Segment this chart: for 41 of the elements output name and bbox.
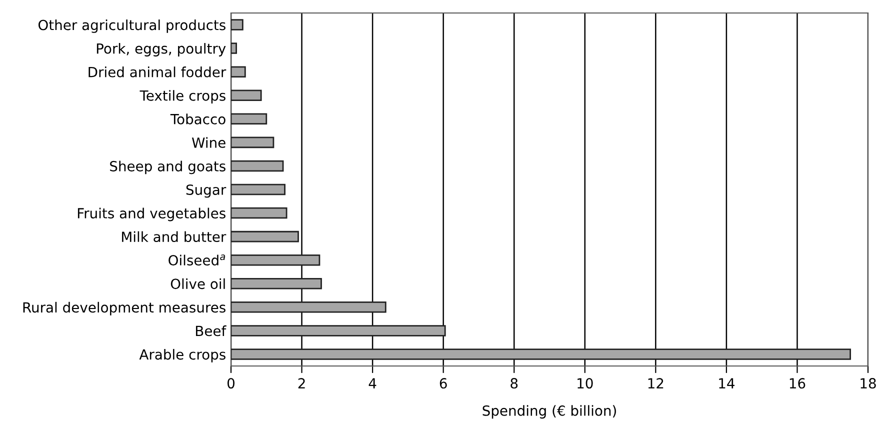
bar [231,302,386,313]
x-tick-label: 8 [510,378,518,389]
bar [231,184,286,196]
x-tick-label: 16 [790,378,806,389]
y-tick-label: Olive oil [170,278,225,290]
y-tick-label: Beef [196,325,226,336]
bar [231,207,288,219]
y-tick-label: Textile crops [140,90,226,104]
bar [231,42,238,54]
bar [231,325,446,336]
bar [231,160,284,172]
bar [231,278,322,290]
y-tick-label: Fruits and vegetables [78,208,226,222]
bar [231,66,246,78]
x-tick-label: 2 [298,378,305,388]
y-tick-label: Sheep and goats [110,160,226,174]
x-tick-label: 4 [368,378,376,388]
y-tick-label: Oilseed$^{a}$ [168,254,226,266]
x-tick-label: 10 [578,378,593,389]
bar [231,90,262,102]
x-tick-label: 12 [648,378,664,388]
y-tick-label: Dried animal fodder [88,66,226,78]
bar [231,348,851,360]
y-tick-label: Milk and butter [122,231,226,242]
y-tick-label: Other agricultural products [38,19,226,33]
y-tick-label: Tobacco [170,114,226,124]
y-tick-label: Rural development measures [23,302,226,316]
x-tick-label: 18 [860,378,876,389]
bar [231,113,268,125]
bar [231,136,274,148]
x-axis-title: Spending (€ billion) [482,405,616,419]
y-tick-label: Sugar [186,184,226,198]
x-tick-label: 6 [440,378,447,389]
bar [231,254,320,266]
x-tick-label: 0 [227,378,234,389]
bar [231,19,244,30]
x-tick-label: 14 [719,378,734,388]
y-tick-label: Arable crops [139,348,226,362]
bar [231,230,299,242]
y-tick-label: Wine [192,137,226,148]
y-tick-label: Pork, eggs, poultry [96,43,226,56]
